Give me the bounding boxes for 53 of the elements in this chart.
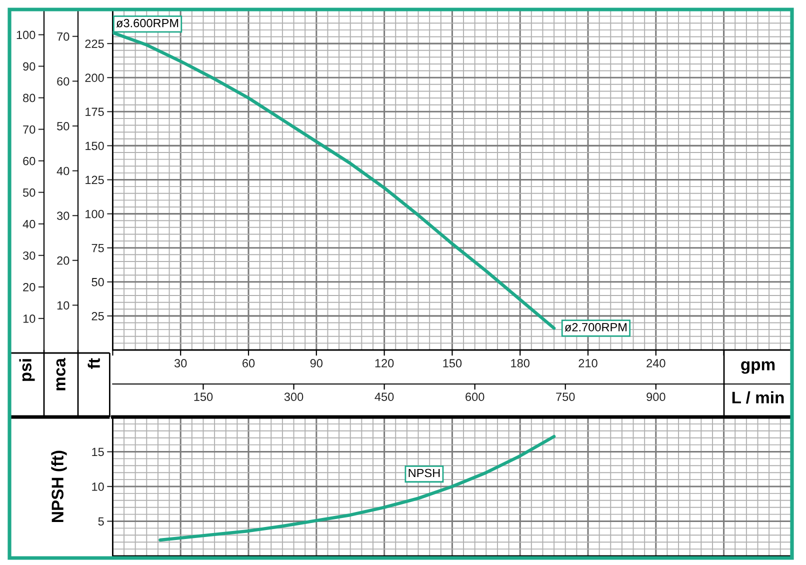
annotation: ø3.600RPM xyxy=(116,18,178,28)
x-tick-label: 240 xyxy=(646,359,666,368)
y2-tick-label: 20 xyxy=(57,256,70,265)
y2-tick-label: 10 xyxy=(57,301,70,310)
y3-tick-label: 50 xyxy=(23,188,36,197)
x2-tick-label: 450 xyxy=(374,392,394,402)
x-tick-label: 210 xyxy=(578,359,598,368)
y3-tick-label: 40 xyxy=(22,220,36,228)
annotation: ø2.700RPM xyxy=(564,323,626,332)
y2-tick-label: 40 xyxy=(56,166,70,176)
series-label: NPSH xyxy=(408,468,440,478)
x-tick-label: 60 xyxy=(242,359,255,368)
x2-tick-label: 900 xyxy=(646,392,666,402)
x-tick-label: 150 xyxy=(443,359,462,368)
x-tick-label: 120 xyxy=(375,359,394,368)
y-axis-title: ft xyxy=(88,358,100,369)
x2-axis-title: L / min xyxy=(732,391,784,404)
y-tick-label: 10 xyxy=(92,482,104,491)
y2-axis-title: mca xyxy=(56,358,66,390)
y-tick-label: 15 xyxy=(92,448,104,456)
y-tick-label: 150 xyxy=(86,142,104,150)
y-tick-label: 5 xyxy=(98,517,104,526)
x-tick-label: 90 xyxy=(310,359,323,368)
y3-tick-label: 30 xyxy=(22,251,36,260)
y2-tick-label: 30 xyxy=(56,212,70,220)
x-tick-label: 30 xyxy=(174,359,187,368)
x2-tick-label: 750 xyxy=(556,392,575,402)
y3-axis-title: psi xyxy=(19,359,35,381)
y-axis-title: NPSH (ft) xyxy=(51,450,67,522)
y-tick-label: 25 xyxy=(92,312,104,320)
y2-tick-label: 50 xyxy=(57,122,70,130)
x-axis-title: gpm xyxy=(741,361,775,374)
y-tick-label: 50 xyxy=(92,278,104,286)
y-tick-label: 75 xyxy=(92,244,104,252)
y-tick-label: 225 xyxy=(85,40,104,48)
y3-tick-label: 10 xyxy=(23,314,36,323)
line-series xyxy=(158,434,556,542)
y3-tick-label: 60 xyxy=(23,156,36,166)
y3-tick-label: 20 xyxy=(23,282,36,292)
x2-tick-label: 300 xyxy=(284,392,304,402)
x2-tick-label: 150 xyxy=(194,392,213,402)
y-tick-label: 100 xyxy=(86,210,104,218)
y-tick-label: 175 xyxy=(86,108,104,116)
x2-tick-label: 600 xyxy=(466,392,484,402)
y3-tick-label: 80 xyxy=(23,94,36,102)
x-tick-label: 180 xyxy=(511,359,530,368)
y2-tick-label: 70 xyxy=(57,32,70,41)
y3-tick-label: 90 xyxy=(23,62,36,71)
y-tick-label: 200 xyxy=(85,74,104,82)
y2-tick-label: 60 xyxy=(57,77,70,86)
y3-tick-label: 100 xyxy=(16,30,36,40)
y-tick-label: 125 xyxy=(86,176,104,184)
y3-tick-label: 70 xyxy=(23,125,36,134)
